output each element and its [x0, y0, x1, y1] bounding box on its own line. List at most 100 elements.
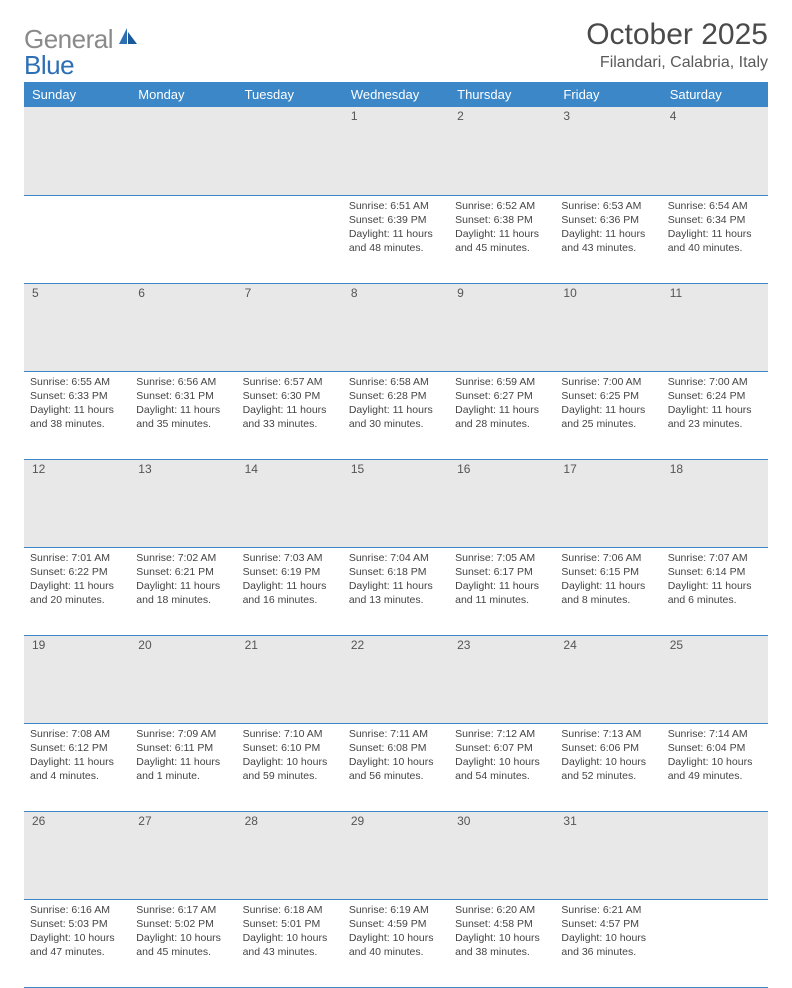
day-number: [662, 812, 768, 816]
day-number-cell: 16: [449, 459, 555, 547]
day-number: 31: [555, 812, 661, 830]
calendar-table: Sunday Monday Tuesday Wednesday Thursday…: [24, 82, 768, 988]
day-number-cell: 18: [662, 459, 768, 547]
month-title: October 2025: [586, 18, 768, 52]
sunset-line: Sunset: 6:31 PM: [136, 389, 230, 403]
day-number-cell: [237, 107, 343, 195]
day-number-cell: 8: [343, 283, 449, 371]
day-number-cell: 9: [449, 283, 555, 371]
sunrise-line: Sunrise: 7:00 AM: [668, 375, 762, 389]
day-number-cell: [24, 107, 130, 195]
day-cell: Sunrise: 6:59 AMSunset: 6:27 PMDaylight:…: [449, 371, 555, 459]
day-cell: [237, 195, 343, 283]
day-content: Sunrise: 7:03 AMSunset: 6:19 PMDaylight:…: [237, 548, 343, 612]
sunset-line: Sunset: 6:12 PM: [30, 741, 124, 755]
day-content: Sunrise: 7:13 AMSunset: 6:06 PMDaylight:…: [555, 724, 661, 788]
day-header: Tuesday: [237, 82, 343, 107]
sunrise-line: Sunrise: 6:18 AM: [243, 903, 337, 917]
day-number: [237, 107, 343, 111]
day-number-cell: 29: [343, 811, 449, 899]
sunset-line: Sunset: 6:11 PM: [136, 741, 230, 755]
sunrise-line: Sunrise: 6:55 AM: [30, 375, 124, 389]
day-number-cell: 31: [555, 811, 661, 899]
day-number: 3: [555, 107, 661, 125]
day-content: Sunrise: 7:07 AMSunset: 6:14 PMDaylight:…: [662, 548, 768, 612]
day-number: 29: [343, 812, 449, 830]
sunset-line: Sunset: 4:58 PM: [455, 917, 549, 931]
day-content: Sunrise: 6:16 AMSunset: 5:03 PMDaylight:…: [24, 900, 130, 964]
day-cell: Sunrise: 7:08 AMSunset: 6:12 PMDaylight:…: [24, 723, 130, 811]
daylight-line: Daylight: 10 hours and 52 minutes.: [561, 755, 655, 783]
day-content: Sunrise: 7:12 AMSunset: 6:07 PMDaylight:…: [449, 724, 555, 788]
sunset-line: Sunset: 6:28 PM: [349, 389, 443, 403]
sunrise-line: Sunrise: 7:04 AM: [349, 551, 443, 565]
sunset-line: Sunset: 6:33 PM: [30, 389, 124, 403]
daylight-line: Daylight: 10 hours and 59 minutes.: [243, 755, 337, 783]
daylight-line: Daylight: 11 hours and 8 minutes.: [561, 579, 655, 607]
day-content: Sunrise: 7:14 AMSunset: 6:04 PMDaylight:…: [662, 724, 768, 788]
day-cell: Sunrise: 6:57 AMSunset: 6:30 PMDaylight:…: [237, 371, 343, 459]
sunset-line: Sunset: 6:34 PM: [668, 213, 762, 227]
day-content-row: Sunrise: 6:16 AMSunset: 5:03 PMDaylight:…: [24, 899, 768, 987]
day-number: 27: [130, 812, 236, 830]
day-cell: Sunrise: 7:12 AMSunset: 6:07 PMDaylight:…: [449, 723, 555, 811]
day-cell: Sunrise: 6:16 AMSunset: 5:03 PMDaylight:…: [24, 899, 130, 987]
sunset-line: Sunset: 6:36 PM: [561, 213, 655, 227]
location: Filandari, Calabria, Italy: [586, 54, 768, 72]
day-cell: [662, 899, 768, 987]
day-content: Sunrise: 7:04 AMSunset: 6:18 PMDaylight:…: [343, 548, 449, 612]
day-number-cell: 26: [24, 811, 130, 899]
daylight-line: Daylight: 11 hours and 18 minutes.: [136, 579, 230, 607]
day-cell: Sunrise: 6:51 AMSunset: 6:39 PMDaylight:…: [343, 195, 449, 283]
calendar-body: 1234Sunrise: 6:51 AMSunset: 6:39 PMDayli…: [24, 107, 768, 987]
day-cell: Sunrise: 7:07 AMSunset: 6:14 PMDaylight:…: [662, 547, 768, 635]
day-number-cell: 25: [662, 635, 768, 723]
day-number: 14: [237, 460, 343, 478]
sunrise-line: Sunrise: 7:10 AM: [243, 727, 337, 741]
day-cell: Sunrise: 7:02 AMSunset: 6:21 PMDaylight:…: [130, 547, 236, 635]
day-cell: Sunrise: 6:55 AMSunset: 6:33 PMDaylight:…: [24, 371, 130, 459]
day-cell: Sunrise: 7:04 AMSunset: 6:18 PMDaylight:…: [343, 547, 449, 635]
sunset-line: Sunset: 6:15 PM: [561, 565, 655, 579]
day-number: 30: [449, 812, 555, 830]
sunset-line: Sunset: 6:19 PM: [243, 565, 337, 579]
daylight-line: Daylight: 10 hours and 45 minutes.: [136, 931, 230, 959]
daylight-line: Daylight: 11 hours and 6 minutes.: [668, 579, 762, 607]
sunrise-line: Sunrise: 7:00 AM: [561, 375, 655, 389]
day-number-cell: [662, 811, 768, 899]
day-content: Sunrise: 6:17 AMSunset: 5:02 PMDaylight:…: [130, 900, 236, 964]
sunrise-line: Sunrise: 7:08 AM: [30, 727, 124, 741]
day-number: 18: [662, 460, 768, 478]
sunset-line: Sunset: 6:30 PM: [243, 389, 337, 403]
daylight-line: Daylight: 11 hours and 28 minutes.: [455, 403, 549, 431]
daylight-line: Daylight: 11 hours and 43 minutes.: [561, 227, 655, 255]
day-content: Sunrise: 6:58 AMSunset: 6:28 PMDaylight:…: [343, 372, 449, 436]
sunrise-line: Sunrise: 7:01 AM: [30, 551, 124, 565]
day-content-row: Sunrise: 6:51 AMSunset: 6:39 PMDaylight:…: [24, 195, 768, 283]
sunrise-line: Sunrise: 6:19 AM: [349, 903, 443, 917]
day-content: Sunrise: 7:09 AMSunset: 6:11 PMDaylight:…: [130, 724, 236, 788]
header: General October 2025 Filandari, Calabria…: [24, 18, 768, 72]
day-content: Sunrise: 6:18 AMSunset: 5:01 PMDaylight:…: [237, 900, 343, 964]
sunset-line: Sunset: 6:21 PM: [136, 565, 230, 579]
day-cell: Sunrise: 7:11 AMSunset: 6:08 PMDaylight:…: [343, 723, 449, 811]
sunrise-line: Sunrise: 7:11 AM: [349, 727, 443, 741]
day-content: Sunrise: 6:56 AMSunset: 6:31 PMDaylight:…: [130, 372, 236, 436]
daylight-line: Daylight: 10 hours and 40 minutes.: [349, 931, 443, 959]
day-content: Sunrise: 6:55 AMSunset: 6:33 PMDaylight:…: [24, 372, 130, 436]
daynum-row: 19202122232425: [24, 635, 768, 723]
sunset-line: Sunset: 6:24 PM: [668, 389, 762, 403]
day-cell: Sunrise: 6:53 AMSunset: 6:36 PMDaylight:…: [555, 195, 661, 283]
day-number-cell: 6: [130, 283, 236, 371]
daylight-line: Daylight: 11 hours and 38 minutes.: [30, 403, 124, 431]
calendar-header-row: Sunday Monday Tuesday Wednesday Thursday…: [24, 82, 768, 107]
day-number: 11: [662, 284, 768, 302]
day-content: Sunrise: 6:54 AMSunset: 6:34 PMDaylight:…: [662, 196, 768, 260]
sunset-line: Sunset: 5:01 PM: [243, 917, 337, 931]
sunrise-line: Sunrise: 6:57 AM: [243, 375, 337, 389]
logo-sail-icon: [117, 26, 139, 53]
day-content: Sunrise: 6:20 AMSunset: 4:58 PMDaylight:…: [449, 900, 555, 964]
day-number-cell: 19: [24, 635, 130, 723]
sunset-line: Sunset: 6:25 PM: [561, 389, 655, 403]
daylight-line: Daylight: 11 hours and 33 minutes.: [243, 403, 337, 431]
